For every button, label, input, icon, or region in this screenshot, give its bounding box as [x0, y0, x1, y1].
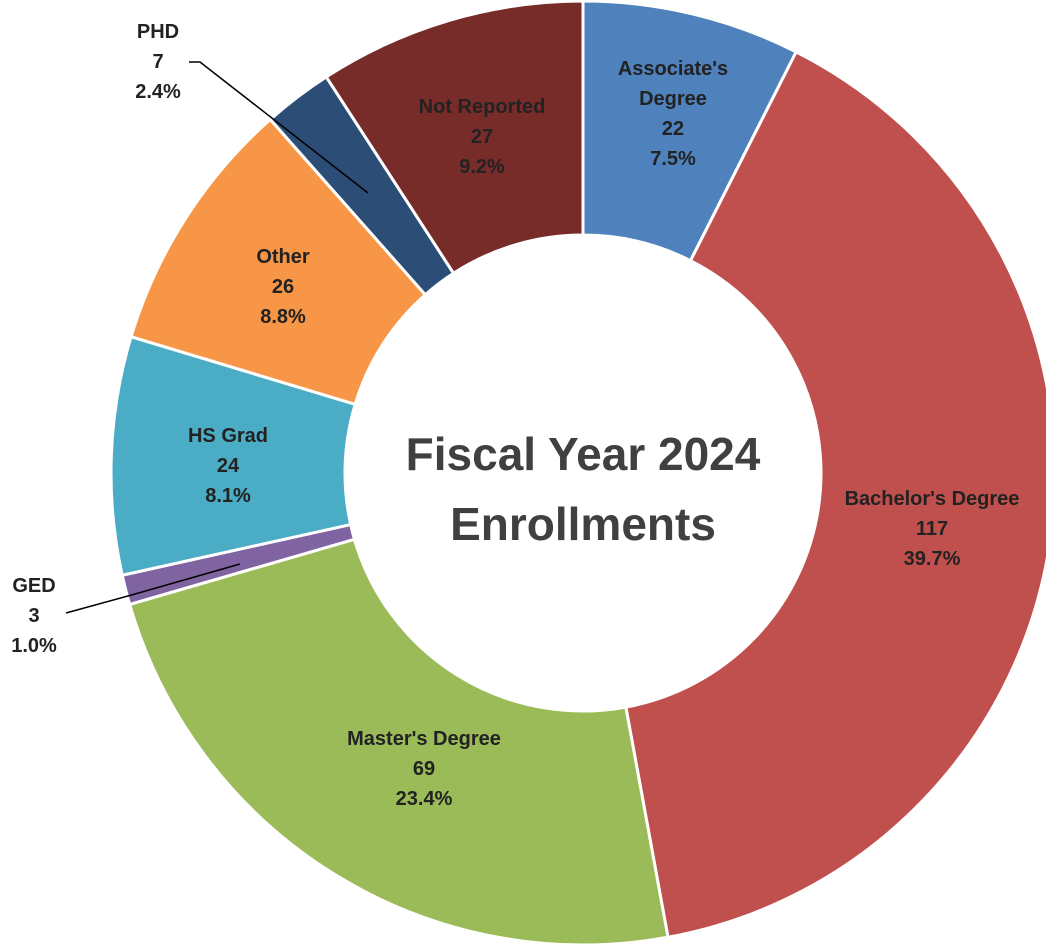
chart-slices — [109, 0, 1046, 947]
data-label-other: Other 26 8.8% — [256, 246, 310, 328]
chart-title-line-1: Fiscal Year 2024 — [406, 428, 761, 480]
slice-master-s-degree — [127, 537, 670, 947]
leader-line-ged — [65, 563, 241, 614]
data-label-associate-s-degree: Associate's Degree 22 7.5% — [618, 58, 728, 170]
slice-bachelor-s-degree — [624, 49, 1046, 940]
data-label-master-s-degree: Master's Degree 69 23.4% — [347, 728, 501, 810]
data-label-not-reported: Not Reported 27 9.2% — [419, 96, 546, 178]
slice-labels: Associate's Degree 22 7.5% Bachelor's Degree… — [11, 21, 1019, 810]
data-label-hs-grad: HS Grad 24 8.1% — [188, 425, 268, 507]
data-label-bachelor-s-degree: Bachelor's Degree 117 39.7% — [845, 488, 1020, 570]
chart-title-line-2: Enrollments — [450, 498, 716, 550]
leader-lines — [65, 61, 369, 614]
slice-not-reported — [324, 0, 585, 276]
data-label-phd: PHD 7 2.4% — [135, 21, 181, 103]
data-label-ged: GED 3 1.0% — [11, 575, 57, 657]
leader-line-phd — [189, 61, 369, 194]
